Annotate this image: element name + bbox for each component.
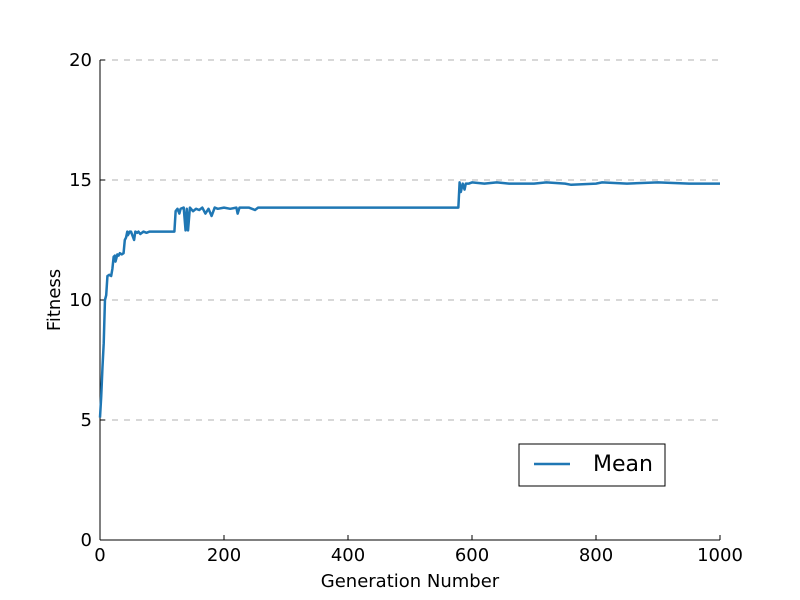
y-ticks: 0 5 10 15 20 xyxy=(69,50,105,551)
x-tick-label-2: 400 xyxy=(331,545,365,566)
legend-label-mean: Mean xyxy=(593,452,653,477)
x-tick-label-1: 200 xyxy=(207,545,241,566)
legend: Mean xyxy=(518,443,666,487)
y-axis-title: Fitness xyxy=(44,269,65,331)
y-tick-label-0: 0 xyxy=(81,530,92,551)
grid-lines xyxy=(100,59,720,421)
y-tick-label-3: 15 xyxy=(69,170,92,191)
x-ticks: 0 200 400 600 800 1000 xyxy=(94,535,743,566)
series-line-0 xyxy=(98,181,720,418)
y-tick-label-4: 20 xyxy=(69,50,92,71)
x-axis-title: Generation Number xyxy=(321,571,500,592)
x-tick-label-3: 600 xyxy=(455,545,489,566)
series xyxy=(98,181,720,418)
y-tick-label-2: 10 xyxy=(69,290,92,311)
x-tick-label-4: 800 xyxy=(579,545,613,566)
y-tick-label-1: 5 xyxy=(81,410,92,431)
x-tick-label-5: 1000 xyxy=(697,545,743,566)
x-tick-label-0: 0 xyxy=(94,545,105,566)
